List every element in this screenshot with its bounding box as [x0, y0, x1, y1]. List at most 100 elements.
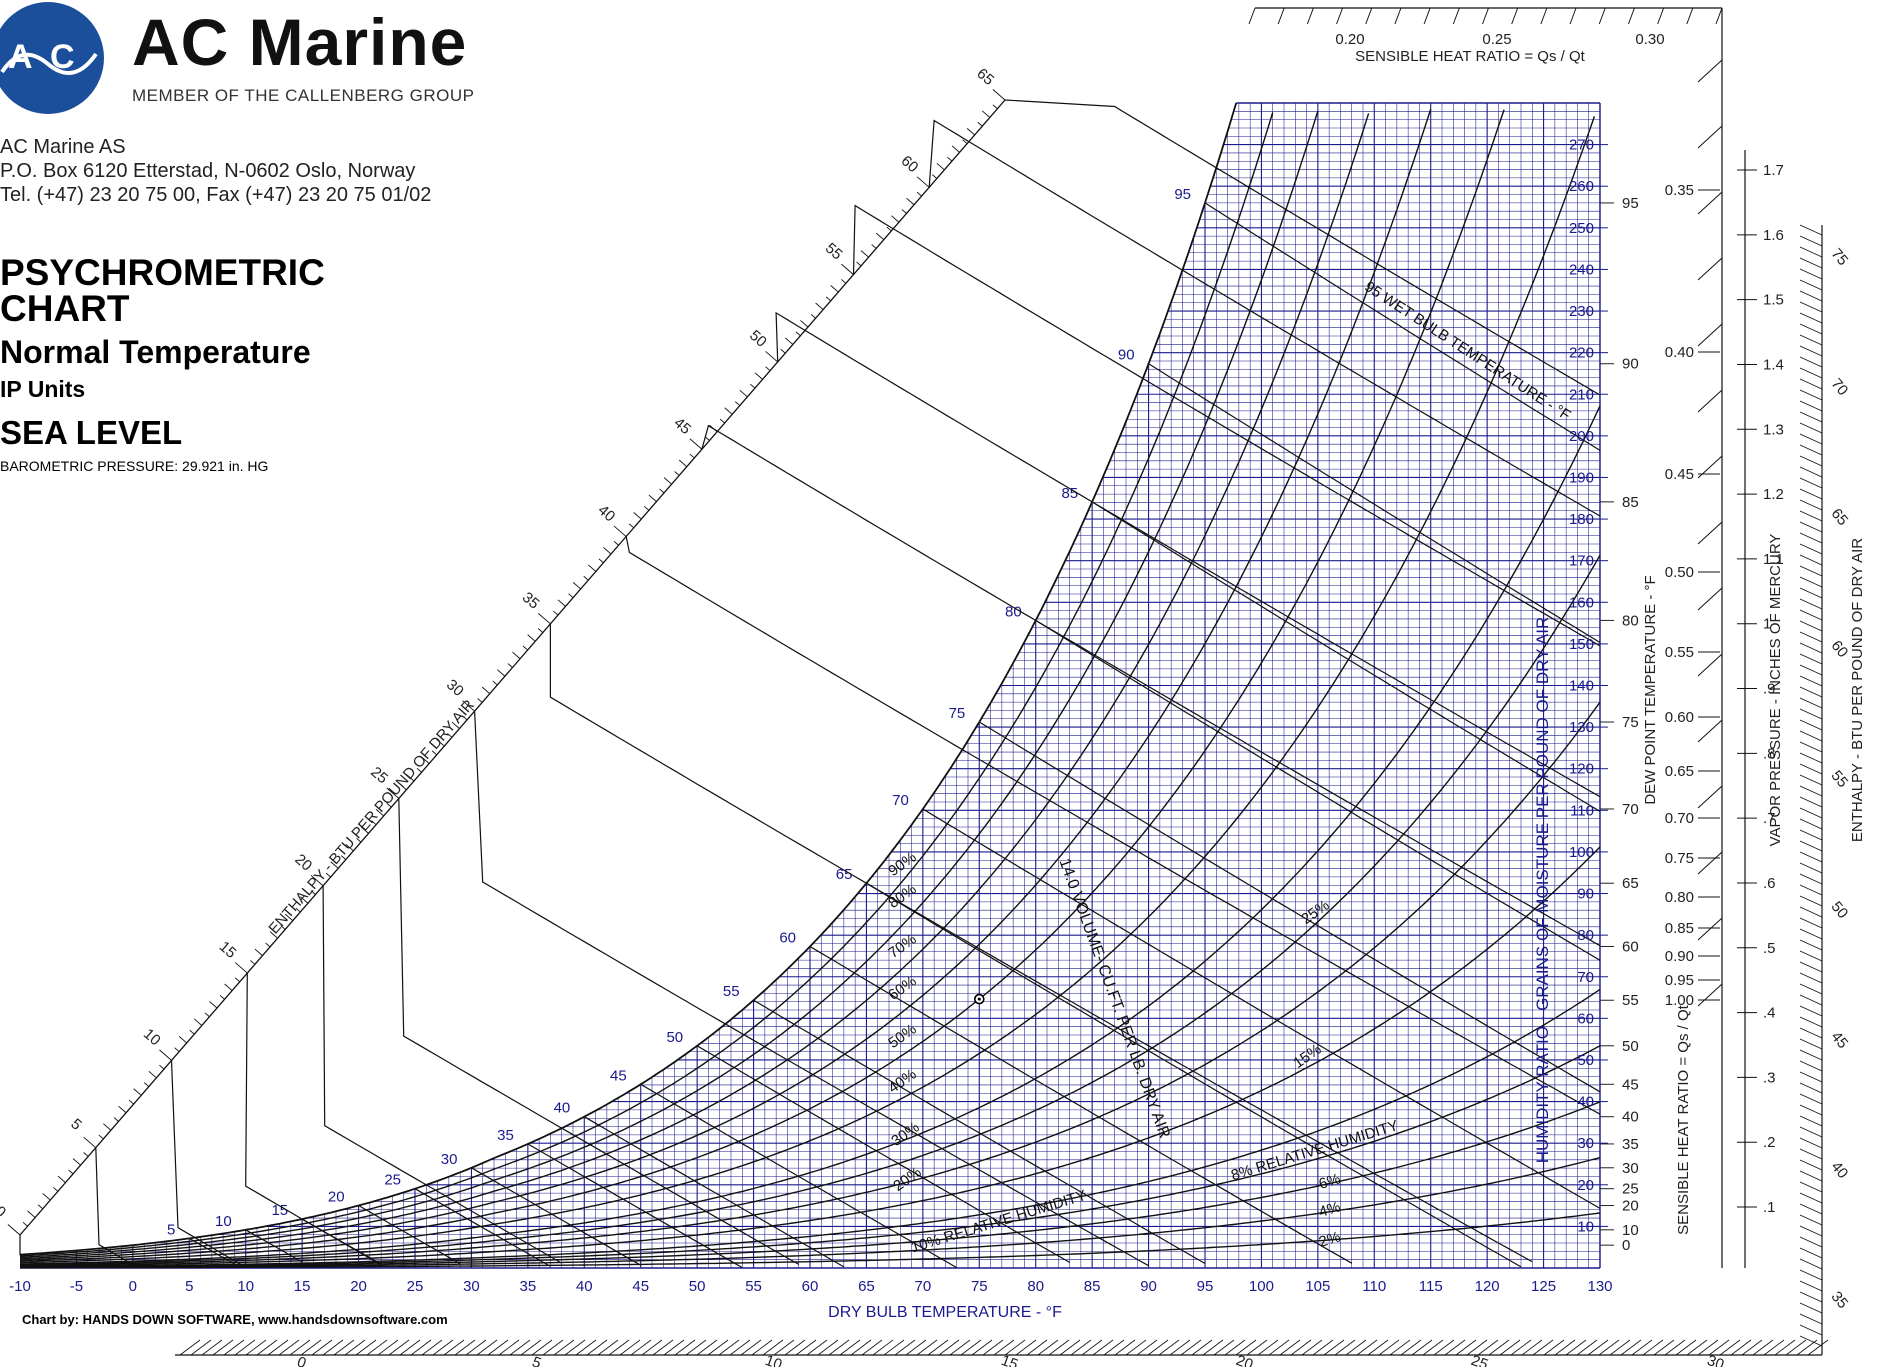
rh-curve [19, 554, 1601, 1266]
enthalpy-tick [7, 1224, 21, 1236]
enthalpy-right-tick [1799, 334, 1823, 346]
dry-bulb-tick-label: 60 [802, 1278, 819, 1295]
enthalpy-tick [451, 721, 460, 729]
enthalpy-tick-label: 45 [670, 414, 694, 438]
vapor-pressure-tick-label: .4 [1763, 1005, 1776, 1022]
enthalpy-bottom-tick [1455, 1339, 1477, 1356]
enthalpy-tick [886, 226, 892, 232]
enthalpy-tick [719, 418, 725, 424]
dew-point-tick-label: 65 [1622, 875, 1639, 892]
dew-point-axis-title: DEW POINT TEMPERATURE - °F [1642, 575, 1659, 804]
enthalpy-bottom-tick [212, 1339, 234, 1356]
shr-top-tick [1365, 7, 1373, 25]
shr-side-diagonal-tick [1697, 917, 1723, 941]
enthalpy-right-tick [1799, 554, 1823, 566]
address-line-1: AC Marine AS [0, 136, 126, 158]
dry-bulb-tick-label: 125 [1531, 1278, 1556, 1295]
enthalpy-bottom-tick [1103, 1339, 1125, 1356]
enthalpy-right-tick [1799, 400, 1823, 412]
brand-block: A C AC Marine MEMBER OF THE CALLENBERG G… [0, 0, 560, 520]
enthalpy-right-tick-label: 65 [1828, 505, 1852, 529]
enthalpy-bottom-tick [916, 1339, 938, 1356]
enthalpy-right-tick [1799, 499, 1823, 511]
enthalpy-bottom-tick [1796, 1339, 1818, 1356]
enthalpy-right-tick [1799, 1060, 1823, 1072]
enthalpy-right-tick [1799, 389, 1823, 401]
shr-top-tick-label: 0.30 [1635, 31, 1664, 48]
chart-credit: Chart by: HANDS DOWN SOFTWARE, www.hands… [22, 1312, 448, 1327]
wet-bulb-line [414, 1188, 551, 1267]
enthalpy-tick [538, 613, 551, 625]
dry-bulb-tick-label: 75 [971, 1278, 988, 1295]
enthalpy-bottom-tick [619, 1339, 641, 1356]
enthalpy-bottom-tick [1576, 1339, 1598, 1356]
enthalpy-bottom-tick [1411, 1339, 1433, 1356]
enthalpy-bottom-tick [1147, 1339, 1169, 1356]
enthalpy-tick [204, 1012, 210, 1018]
enthalpy-tick [436, 739, 445, 747]
enthalpy-bottom-tick [1664, 1339, 1686, 1356]
enthalpy-tick [401, 785, 407, 791]
enthalpy-line [625, 536, 1601, 1115]
enthalpy-bottom-tick [1653, 1339, 1675, 1356]
enthalpy-bottom-tick [1092, 1339, 1114, 1356]
enthalpy-bottom-tick [707, 1339, 729, 1356]
shr-top-tick-label: 0.25 [1482, 31, 1511, 48]
enthalpy-tick [386, 802, 392, 808]
dry-bulb-tick-label: 120 [1475, 1278, 1500, 1295]
enthalpy-right-tick [1799, 1071, 1823, 1083]
wet-bulb-line [753, 999, 1206, 1265]
enthalpy-right-tick [1799, 763, 1823, 775]
shr-side-tick-label: 0.50 [1665, 564, 1694, 581]
enthalpy-right-tick [1799, 576, 1823, 588]
enthalpy-right-tick [1799, 411, 1823, 423]
enthalpy-tick [462, 715, 468, 721]
enthalpy-bottom-tick [1466, 1339, 1488, 1356]
enthalpy-bottom-tick [1290, 1339, 1312, 1356]
wet-bulb-line [527, 1143, 743, 1269]
shr-side-tick-label: 0.55 [1665, 644, 1694, 661]
shr-side-tick-label: 0.45 [1665, 466, 1694, 483]
enthalpy-right-tick [1799, 1016, 1823, 1028]
enthalpy-tick [583, 575, 589, 581]
enthalpy-right-tick [1799, 1181, 1823, 1193]
enthalpy-right-tick [1799, 708, 1823, 720]
wet-bulb-line [1148, 363, 1601, 644]
enthalpy-right-tick [1799, 961, 1823, 973]
enthalpy-right-tick [1799, 1126, 1823, 1138]
enthalpy-tick [992, 104, 998, 110]
enthalpy-bottom-tick [1763, 1339, 1785, 1356]
enthalpy-right-tick [1799, 477, 1823, 489]
enthalpy-bottom-tick [784, 1339, 806, 1356]
enthalpy-tick [830, 285, 839, 293]
enthalpy-bottom-tick [234, 1339, 256, 1356]
enthalpy-tick [936, 162, 945, 171]
shr-side-tick-label: 0.60 [1665, 709, 1694, 726]
humidity-ratio-tick-label: 130 [1569, 719, 1594, 736]
enthalpy-tick-label: 10 [140, 1025, 164, 1049]
enthalpy-line [1004, 99, 1601, 396]
enthalpy-bottom-tick [267, 1339, 289, 1356]
enthalpy-bottom-tick [1004, 1339, 1026, 1356]
enthalpy-tick-label: 60 [898, 152, 922, 176]
enthalpy-tick [992, 89, 1006, 101]
dew-point-tick-label: 70 [1622, 801, 1639, 818]
ac-marine-logo-icon: A C [0, 2, 104, 114]
enthalpy-bottom-tick [1378, 1339, 1400, 1356]
enthalpy-tick-label: 0 [0, 1203, 9, 1221]
vapor-pressure-tick-label: .5 [1763, 940, 1776, 957]
enthalpy-bottom-tick [1125, 1339, 1147, 1356]
enthalpy-bottom-tick [1334, 1339, 1356, 1356]
enthalpy-bottom-tick [410, 1339, 432, 1356]
dry-bulb-tick-label: 85 [1084, 1278, 1101, 1295]
enthalpy-right-tick [1799, 378, 1823, 390]
dry-bulb-tick-label: 10 [237, 1278, 254, 1295]
wet-bulb-value-label: 10 [215, 1213, 232, 1230]
enthalpy-bottom-tick [1180, 1339, 1202, 1356]
enthalpy-bottom-tick [762, 1339, 784, 1356]
dry-bulb-tick-label: 100 [1249, 1278, 1274, 1295]
enthalpy-tick [356, 837, 362, 843]
dry-bulb-tick-label: 95 [1197, 1278, 1214, 1295]
enthalpy-right-tick [1799, 609, 1823, 621]
